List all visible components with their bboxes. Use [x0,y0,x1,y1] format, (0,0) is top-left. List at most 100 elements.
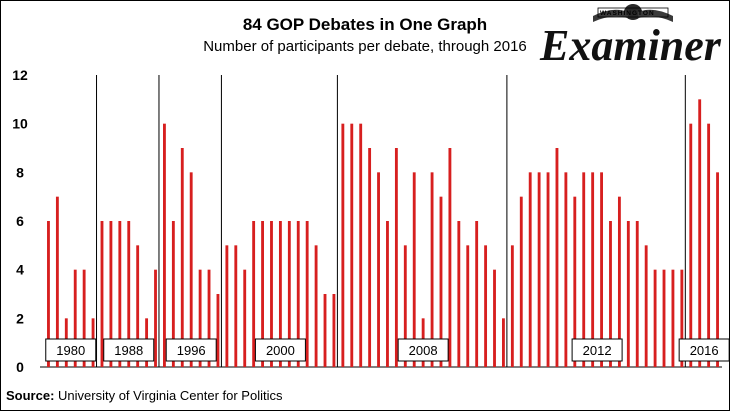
bar [475,221,479,367]
year-label: 2000 [266,343,295,358]
bar [278,221,282,367]
year-label: 1996 [177,343,206,358]
year-label-box [254,338,306,362]
year-label-box [397,338,449,362]
bar [600,172,603,367]
bar [350,123,354,367]
year-label-box [678,338,730,362]
bar [341,123,345,367]
bar [207,269,211,367]
bar [314,245,318,367]
source-note: Source: University of Virginia Center fo… [6,388,282,403]
bar [564,172,568,367]
bar [270,221,273,367]
bar [377,172,380,367]
bar [261,221,264,367]
bar [287,221,291,367]
y-tick-label: 4 [16,262,24,278]
bar [591,172,595,367]
bar [412,172,416,367]
bar [163,123,166,367]
bar [225,245,229,367]
bar [127,221,131,367]
year-label: 2016 [690,343,719,358]
y-tick-label: 8 [16,164,24,180]
y-tick-label: 0 [16,359,24,375]
year-label-box [165,338,217,362]
bar [617,196,621,367]
bar [671,269,675,367]
bar [528,172,532,367]
bar [493,269,496,367]
bar [323,294,327,367]
bar [403,245,407,367]
bar [171,221,175,367]
bar [466,245,470,367]
bar [573,196,577,367]
y-tick-label: 10 [12,116,28,132]
chart-subtitle: Number of participants per debate, throu… [203,38,527,55]
bar [448,148,452,367]
year-label: 1988 [114,343,143,358]
bar [180,148,184,367]
bar [109,221,113,367]
bar [662,269,666,367]
year-label-box [571,338,623,362]
bar [626,221,630,367]
washington-examiner-logo: WASHINGTON Examiner [538,2,728,74]
bar [296,221,300,367]
bar [430,172,434,367]
logo-main-text: Examiner [540,21,721,70]
bar [680,269,684,367]
year-label-box [103,338,155,362]
year-label: 1980 [56,343,85,358]
y-tick-label: 12 [12,67,28,83]
bar [716,172,719,367]
source-text: University of Virginia Center for Politi… [54,388,283,403]
bar [198,269,202,367]
bar [537,172,541,367]
bar [510,245,514,367]
bar [394,148,398,367]
bar [689,123,693,367]
bar [252,221,256,367]
bar [47,221,50,367]
y-tick-label: 2 [16,310,24,326]
bar [698,99,702,368]
bar [386,221,389,367]
source-label: Source: [6,388,55,403]
bar [502,318,505,367]
bar [100,221,104,367]
bar [216,294,220,367]
bar [154,269,157,367]
bar [439,196,443,367]
bar [457,221,461,367]
year-label: 2008 [409,343,438,358]
year-label-box [45,338,97,362]
chart-title: 84 GOP Debates in One Graph [242,15,488,34]
bar [707,123,711,367]
bar [582,172,586,367]
bar [546,172,550,367]
bar [305,221,309,367]
bar [484,245,488,367]
bar [234,245,238,367]
bar [609,221,612,367]
bar-chart: 0 2 4 6 8 10 12 1980 1988 1996 2000 2008 2012 2016 [12,67,730,375]
logo-small-text: WASHINGTON [600,10,655,17]
bar [519,196,523,367]
bar [189,172,193,367]
bar [368,148,372,367]
bar [55,196,59,367]
bar [332,294,336,367]
bar [118,221,122,367]
bar [82,269,86,367]
bar [243,269,247,367]
bar [136,245,140,367]
year-label: 2012 [583,343,612,358]
bar [653,269,657,367]
eagle-emblem-icon [593,4,673,22]
y-tick-label: 6 [16,213,24,229]
bar [359,123,363,367]
bar [644,245,648,367]
